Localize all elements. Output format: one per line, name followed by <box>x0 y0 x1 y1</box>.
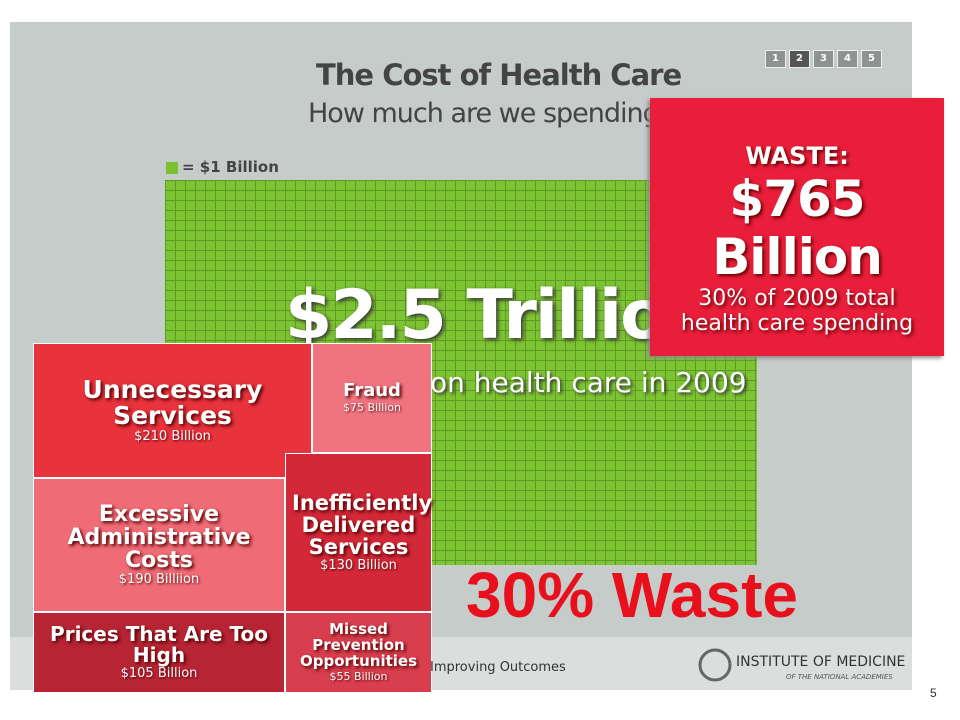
headline: 30% Waste <box>466 559 798 631</box>
cell-name: Excessive Administrative Costs <box>67 501 251 574</box>
subtitle: How much are we spending? <box>308 98 673 129</box>
cell-name: Missed Prevention Opportunities <box>299 620 417 670</box>
footer-text: Improving Outcomes <box>430 660 566 675</box>
treemap-cell: Missed Prevention Opportunities $55 Bill… <box>285 612 432 693</box>
treemap-cell: Prices That Are Too High $105 Billion <box>33 612 285 693</box>
cell-name: Inefficiently Delivered Services <box>292 490 433 560</box>
cell-amount: $210 Billion <box>134 429 211 445</box>
waste-box: WASTE: $765 Billion 30% of 2009 total he… <box>650 98 944 356</box>
cell-name: Unnecessary Services <box>82 374 263 430</box>
waste-amount: $765 Billion <box>712 170 883 286</box>
nav-button[interactable]: 5 <box>861 50 882 68</box>
legend-swatch <box>166 162 178 174</box>
nav-button[interactable]: 3 <box>813 50 834 68</box>
treemap-cell: Fraud $75 Billion <box>312 343 432 453</box>
total-amount: $2.5 Trillion <box>285 276 713 355</box>
cell-name: Prices That Are Too High <box>50 622 268 667</box>
cell-amount: $75 Billion <box>343 400 401 414</box>
treemap-cell: Excessive Administrative Costs $190 Bill… <box>33 478 285 612</box>
cell-amount: $105 Billion <box>120 666 198 681</box>
nav-button[interactable]: 4 <box>837 50 858 68</box>
treemap-cell: Unnecessary Services $210 Billion <box>33 343 312 478</box>
logo <box>698 648 732 682</box>
waste-line: 30% of 2009 total <box>698 286 896 311</box>
organization: INSTITUTE OF MEDICINE <box>736 654 906 670</box>
cell-amount: $130 Billion <box>320 558 397 574</box>
waste-line: health care spending <box>680 311 914 336</box>
legend: = $1 Billion <box>182 158 279 176</box>
page-number: 5 <box>930 686 937 700</box>
treemap-cell: Inefficiently Delivered Services $130 Bi… <box>285 453 432 612</box>
total-caption: on health care in 2009 <box>430 366 747 399</box>
title: The Cost of Health Care <box>316 58 682 92</box>
cell-amount: $190 Billiion <box>118 572 200 588</box>
nav-button[interactable]: 1 <box>765 50 786 68</box>
waste-label: WASTE: <box>745 142 849 170</box>
organization-sub: OF THE NATIONAL ACADEMIES <box>786 673 893 681</box>
nav-button[interactable]: 2 <box>789 50 810 68</box>
cell-amount: $55 Billion <box>329 669 388 683</box>
logo-ring <box>698 648 732 682</box>
cell-name: Fraud <box>343 380 401 402</box>
